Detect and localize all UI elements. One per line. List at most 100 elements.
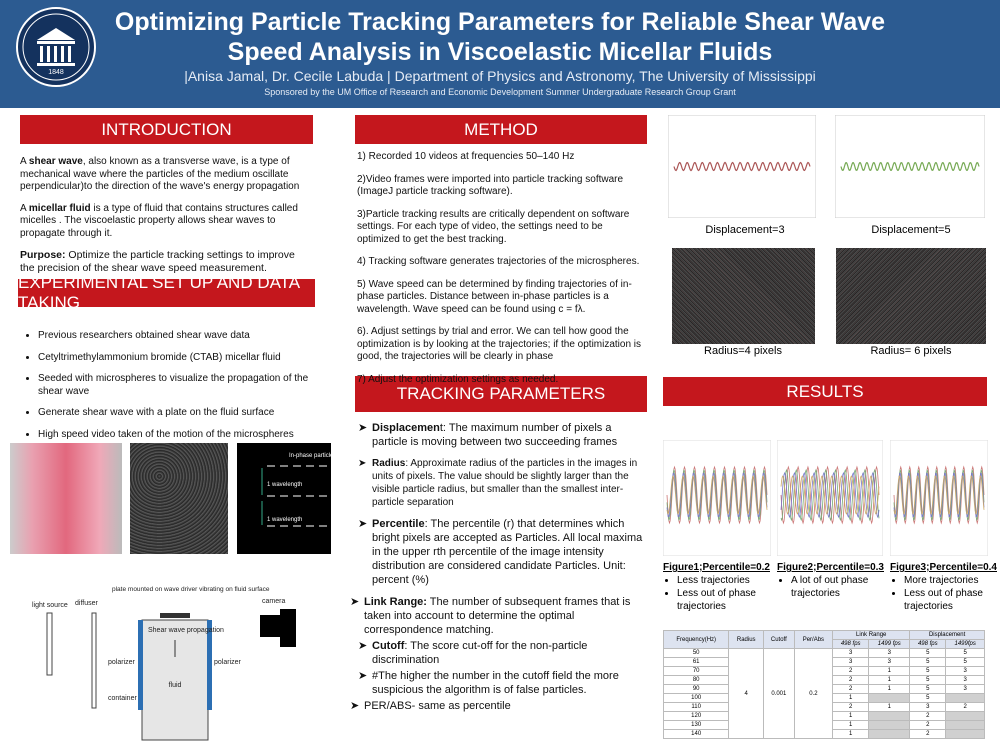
result-figure xyxy=(890,440,988,556)
photo-wavelength xyxy=(237,443,331,554)
cell: 3 xyxy=(945,666,985,676)
text-run: #The higher the number in the cutoff fie… xyxy=(372,670,619,696)
figure-title: Figure1;Percentile=0.2 xyxy=(663,562,770,573)
bullet: Seeded with microspheres to visualize th… xyxy=(38,373,310,398)
result-figure xyxy=(777,440,883,556)
header-cell: Per/Abs xyxy=(793,630,834,649)
cell: 50 xyxy=(662,648,730,658)
parameter-text: Cutoff: The score cut-off for the non-pa… xyxy=(372,639,646,667)
cell xyxy=(868,720,911,730)
cell: 2 xyxy=(909,729,947,739)
table-row: 110 2 1 3 2 xyxy=(662,702,985,712)
cell: 70 xyxy=(662,666,730,676)
text-run: Optimize the particle tracking settings … xyxy=(20,249,295,274)
subheader-cell: 1499 fps xyxy=(868,639,911,649)
bullet-arrow: ➤ xyxy=(358,518,368,530)
parameter-text: Link Range: The number of subsequent fra… xyxy=(364,595,646,637)
text-run: is a type of fluid that contains structu… xyxy=(20,202,298,239)
authors: |Anisa Jamal, Dr. Cecile Labuda | Depart… xyxy=(184,68,816,84)
cell: 5 xyxy=(909,666,947,676)
camera-lens xyxy=(280,609,296,647)
bullet: Previous researchers obtained shear wave… xyxy=(38,330,310,343)
cell: 140 xyxy=(662,729,730,739)
parameter-text: #The higher the number in the cutoff fie… xyxy=(372,669,646,697)
cell: 1 xyxy=(832,729,870,739)
text-run: A xyxy=(20,202,29,214)
polarizer xyxy=(138,620,143,710)
bullet-arrow: ➤ xyxy=(350,596,360,608)
results-table: Frequency(Hz) Radius Cutoff Per/Abs Link Ran… xyxy=(662,630,985,739)
merged-cell: 0.001 xyxy=(763,648,795,739)
wavelength-diagram: In-phase particle 1 wavelength 1 wavelengt… xyxy=(261,453,331,527)
paragraph: A micellar fluid is a type of fluid that… xyxy=(20,203,312,241)
text-run: : The score cut-off for the non-particle… xyxy=(372,640,588,666)
text-run: Radius xyxy=(372,458,406,469)
plot-image xyxy=(668,115,816,218)
cell: 3 xyxy=(945,675,985,685)
text-run: Link Range: xyxy=(364,596,427,608)
plot-image xyxy=(835,115,985,218)
header-cell: Frequency(Hz) xyxy=(662,630,730,649)
bullet: Generate shear wave with a plate on the … xyxy=(38,407,310,420)
cell: 2 xyxy=(832,684,870,694)
header-cell: Displacement xyxy=(909,630,985,640)
method-step: 2)Video frames were imported into partic… xyxy=(357,173,624,198)
cell: 2 xyxy=(945,702,985,712)
parameter-item: ➤ Percentile: The percentile (r) that det… xyxy=(358,517,646,587)
diagram-label: polarizer xyxy=(214,659,242,666)
section-heading: RESULTS xyxy=(663,377,987,406)
header-cell: Link Range xyxy=(832,630,911,640)
container xyxy=(141,619,209,741)
bullet-list: Previous researchers obtained shear wave… xyxy=(20,330,310,441)
figure-caption: Figure2;Percentile=0.3A lot of out phase… xyxy=(777,561,889,600)
cell: 130 xyxy=(662,720,730,730)
photo-label: 1 wavelength xyxy=(267,517,302,523)
image-caption: Displacement=3 xyxy=(705,224,785,236)
diagram-label: container xyxy=(108,695,137,702)
cell: 3 xyxy=(832,648,870,658)
method-step: 5) Wave speed can be determined by findi… xyxy=(357,278,632,315)
bullet: Less out of phase trajectories xyxy=(677,587,775,613)
intro-text: A shear wave, also known as a transverse… xyxy=(20,156,312,283)
cell xyxy=(945,729,985,739)
title-line: Optimizing Particle Tracking Parameters … xyxy=(114,8,886,36)
header-band xyxy=(0,0,1000,108)
photo-label: In-phase particle xyxy=(289,453,331,459)
text-run: shear wave xyxy=(28,156,83,167)
trace xyxy=(673,161,811,172)
section-heading: METHOD xyxy=(355,115,647,144)
method-step: 6). Adjust settings by trial and error. … xyxy=(357,326,642,362)
cell xyxy=(945,720,985,730)
figure-title: Figure3;Percentile=0.4 xyxy=(890,562,997,573)
bullet: Cetyltrimethylammonium bromide (CTAB) mi… xyxy=(38,352,310,365)
merged-cell: 0.2 xyxy=(793,648,834,739)
header-cell: Cutoff xyxy=(763,630,795,649)
cell: 5 xyxy=(909,657,947,667)
parameter-item: ➤ Link Range: The number of subsequent fr… xyxy=(350,595,646,637)
result-figure xyxy=(663,440,771,556)
cell: 120 xyxy=(662,711,730,721)
parameter-text: PER/ABS- same as percentile xyxy=(364,699,511,713)
diagram-label: light source xyxy=(32,602,68,609)
parameter-item: ➤ Radius: Approximate radius of the parti… xyxy=(358,457,646,509)
cell: 110 xyxy=(662,702,730,712)
method-step: 4) Tracking software generates trajector… xyxy=(357,256,640,267)
cell: 1 xyxy=(832,693,870,703)
image-caption: Radius= 6 pixels xyxy=(870,345,952,357)
method-step: 1) Recorded 10 videos at frequencies 50–… xyxy=(357,151,575,162)
tracking-items: ➤ Displacement: The maximum number of pix… xyxy=(350,421,646,715)
cell: 5 xyxy=(909,684,947,694)
parameter-item: ➤ PER/ABS- same as percentile xyxy=(350,699,646,713)
cell: 80 xyxy=(662,675,730,685)
subheader-cell: 498 fps xyxy=(832,639,870,649)
photo-container xyxy=(10,443,122,554)
bullet-list: More trajectoriesLess out of phase traje… xyxy=(890,574,1000,613)
bullet: More trajectories xyxy=(904,574,1000,587)
bullet-list: Less trajectoriesLess out of phase traje… xyxy=(663,574,775,613)
paragraph: A shear wave, also known as a transverse… xyxy=(20,156,312,194)
subheader-cell: 1499fps xyxy=(945,639,985,649)
cell: 5 xyxy=(945,648,985,658)
photo-label: 1 wavelength xyxy=(267,482,302,488)
cell: 3 xyxy=(945,684,985,694)
cell: 100 xyxy=(662,693,730,703)
